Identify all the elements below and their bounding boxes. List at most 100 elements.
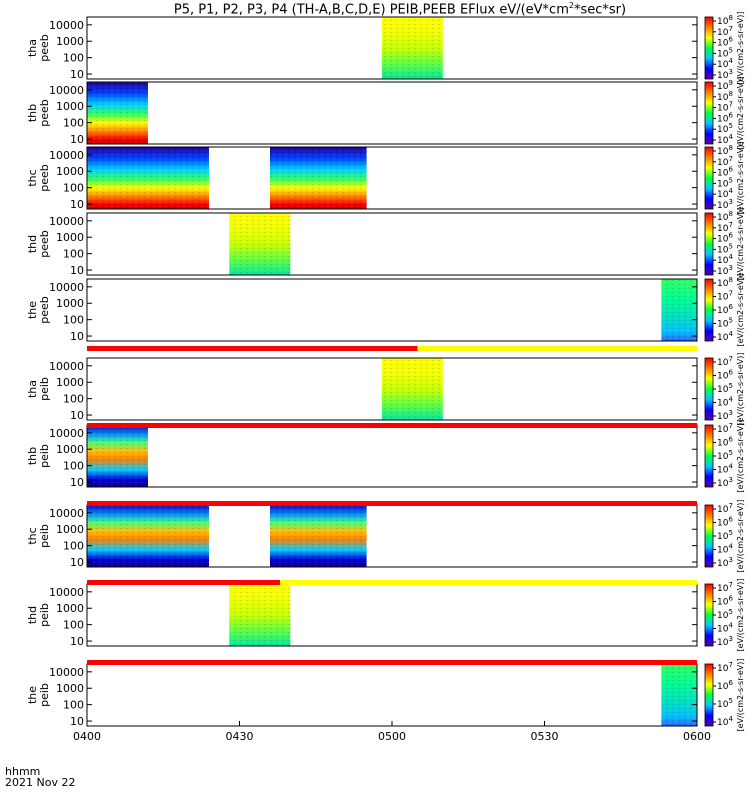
panel-frame xyxy=(86,146,698,210)
flag-yellow xyxy=(280,580,697,585)
y-tick-label: 10000 xyxy=(49,666,84,679)
colorbar xyxy=(704,663,714,727)
y-tick-label: 10000 xyxy=(49,215,84,228)
panel-ylabel: thapeeb xyxy=(26,34,51,62)
colorbar-exponent: 4 xyxy=(728,543,733,551)
x-tick-label: 0600 xyxy=(683,730,711,743)
y-tick-label: 1000 xyxy=(56,35,84,48)
y-tick-label: 1000 xyxy=(56,682,84,695)
colorbar xyxy=(704,212,714,276)
colorbar-exponent: 7 xyxy=(728,101,732,109)
colorbar-exponent: 5 xyxy=(728,608,732,616)
panel-ylabel: thepeib xyxy=(26,683,51,707)
colorbar-exponent: 6 xyxy=(728,232,733,240)
segment-texture xyxy=(87,425,148,487)
x-tick-label: 0530 xyxy=(531,730,559,743)
colorbar xyxy=(704,16,714,80)
segment-texture xyxy=(229,584,291,646)
panel-frame xyxy=(86,663,698,727)
colorbar-label: 104 xyxy=(717,715,733,728)
colorbar-exponent: 4 xyxy=(728,253,733,261)
segment-texture xyxy=(87,82,148,144)
colorbar-label: 103 xyxy=(717,409,733,422)
y-tick-label: 100 xyxy=(63,314,84,327)
y-tick-label: 10000 xyxy=(49,149,84,162)
colorbar-exponent: 7 xyxy=(728,502,732,510)
colorbar-exponent: 8 xyxy=(728,90,732,98)
colorbar-label: 105 xyxy=(717,317,733,330)
segment-texture xyxy=(661,279,697,341)
date-label: 2021 Nov 22 xyxy=(5,776,76,789)
colorbar-label: 107 xyxy=(717,290,733,303)
colorbar-exponent: 6 xyxy=(728,111,733,119)
colorbar-exponent: 8 xyxy=(728,276,732,284)
panel-ylabel: thepeeb xyxy=(26,296,51,324)
colorbar-exponent: 9 xyxy=(728,79,732,87)
panel-ylabel: thdpeib xyxy=(26,603,51,627)
y-tick-label: 10 xyxy=(70,409,84,422)
colorbar-label: 104 xyxy=(717,396,733,409)
colorbar-exponent: 7 xyxy=(728,25,732,33)
colorbar-label: 106 xyxy=(717,436,733,449)
colorbar-label: 103 xyxy=(717,556,733,569)
y-tick-label: 10000 xyxy=(49,19,84,32)
colorbar-exponent: 7 xyxy=(728,661,732,669)
y-tick-label: 1000 xyxy=(56,100,84,113)
colorbar-exponent: 7 xyxy=(728,290,732,298)
y-tick-label: 1000 xyxy=(56,376,84,389)
ylabel-probe: thb xyxy=(26,447,39,465)
flag-red xyxy=(87,501,697,506)
y-tick-label: 10 xyxy=(70,133,84,146)
y-tick-label: 100 xyxy=(63,460,84,473)
ylabel-product: peib xyxy=(38,377,51,401)
panel-ylabel: thdpeeb xyxy=(26,230,51,258)
ylabel-probe: thd xyxy=(26,235,39,253)
colorbar-unit: [eV/(cm2-s-sr-eV)] xyxy=(736,141,745,214)
colorbar-exponent: 8 xyxy=(728,14,732,22)
ylabel-probe: the xyxy=(26,301,39,319)
colorbar-unit: [eV/(cm2-s-sr-eV)] xyxy=(736,11,745,84)
colorbar-exponent: 6 xyxy=(728,166,733,174)
segment-texture xyxy=(270,505,367,567)
colorbar-label: 107 xyxy=(717,355,733,368)
y-tick-label: 10 xyxy=(70,198,84,211)
colorbar-label: 104 xyxy=(717,543,733,556)
ylabel-probe: thc xyxy=(26,527,39,544)
ylabel-product: peeb xyxy=(38,296,51,324)
flag-red xyxy=(87,423,697,428)
panel-frame xyxy=(86,81,698,145)
y-tick-label: 1000 xyxy=(56,443,84,456)
colorbar-exponent: 7 xyxy=(728,221,732,229)
segment-texture xyxy=(381,358,443,420)
x-axis: 0400 0430 0500 0530 0600 xyxy=(73,721,711,743)
colorbar-exponent: 6 xyxy=(728,516,733,524)
colorbar xyxy=(704,424,714,488)
colorbar-unit: [eV/(cm2-s-sr-eV)] xyxy=(736,352,745,425)
ylabel-probe: tha xyxy=(26,39,39,57)
colorbar-label: 104 xyxy=(717,330,733,343)
colorbar-exponent: 3 xyxy=(728,68,732,76)
y-tick-label: 10 xyxy=(70,715,84,728)
y-tick-label: 100 xyxy=(63,182,84,195)
colorbar-unit: [eV/(cm2-s-sr-eV)] xyxy=(736,273,745,346)
y-tick-label: 10000 xyxy=(49,281,84,294)
colorbar-label: 107 xyxy=(717,581,733,594)
colorbar-exponent: 5 xyxy=(728,242,732,250)
segment-texture xyxy=(381,17,443,79)
y-tick-label: 10000 xyxy=(49,427,84,440)
panel-frame xyxy=(86,278,698,342)
y-tick-label: 100 xyxy=(63,699,84,712)
y-tick-label: 10 xyxy=(70,330,84,343)
colorbar-label: 107 xyxy=(717,502,733,515)
colorbar-exponent: 7 xyxy=(728,155,732,163)
colorbar-exponent: 6 xyxy=(728,369,733,377)
ylabel-product: peeb xyxy=(38,164,51,192)
colorbar-label: 106 xyxy=(717,303,733,316)
panel-frame xyxy=(86,424,698,488)
y-tick-label: 10 xyxy=(70,68,84,81)
y-tick-label: 1000 xyxy=(56,231,84,244)
flag-bar xyxy=(87,660,697,665)
colorbar-label: 105 xyxy=(717,529,733,542)
colorbar-unit: [eV/(cm2-s-sr-eV)] xyxy=(736,499,745,572)
